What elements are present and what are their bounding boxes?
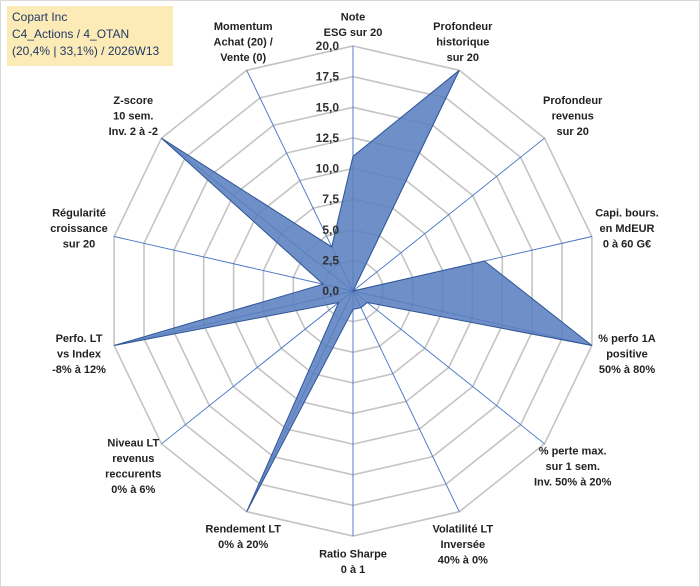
tick-labels: 0,0 2,5 5,0 7,5 10,0 12,5 15,0 17,5 20,0 [316,39,340,298]
tick-label: 12,5 [316,131,340,145]
axis-label: sur 20 [63,239,95,251]
tick-label: 7,5 [322,192,339,206]
axis-label: revenus [112,453,154,465]
axis-line [161,290,354,445]
chart-title-box: Copart Inc C4_Actions / 4_OTAN (20,4% | … [7,6,173,66]
company-name: Copart Inc [12,10,68,24]
axis-label: Volatilité LT [432,523,493,535]
axis-label: revenus [552,111,594,123]
axis-label: sur 20 [447,52,479,64]
axis-label: ESG sur 20 [324,27,383,39]
series-area [113,69,593,512]
axis-label: -8% à 12% [52,364,106,376]
axis-label: positive [606,348,648,360]
axis-line [113,236,354,292]
portfolio-path: C4_Actions / 4_OTAN [12,27,130,41]
axis-label: historique [436,37,489,49]
axis-label: 50% à 80% [599,364,655,376]
axis-label: Inv. 2 à -2 [109,126,158,138]
axis-label: Momentum [214,21,273,33]
axis-line [352,290,545,445]
axis-labels: Note ESG sur 20 Profondeur historique sur 20… [50,12,659,577]
axis-label: % perfo 1A [598,333,656,345]
axis-label: sur 20 [556,126,588,138]
axis-label: Note [341,12,365,24]
axis-label: Capi. bours. [595,208,659,220]
tick-label: 20,0 [316,39,340,53]
tick-label: 17,5 [316,70,340,84]
axis-label: Achat (20) / [214,37,273,49]
axis-label: sur 1 sem. [545,461,599,473]
tick-label: 2,5 [322,253,339,267]
axis-label: en MdEUR [600,223,655,235]
axis-label: 0 à 60 G€ [603,239,651,251]
axis-label: vs Index [57,348,102,360]
axis-label: Vente (0) [220,52,266,64]
axis-label: Inversée [440,539,485,551]
axis-label: reccurents [105,469,161,481]
tick-label: 5,0 [322,223,339,237]
tick-label: 10,0 [316,162,340,176]
axis-label: Profondeur [433,21,493,33]
axis-line [352,137,545,292]
axis-label: % perte max. [539,446,607,458]
axis-label: Perfo. LT [56,333,103,345]
axis-label: croissance [50,223,107,235]
axis-label: Régularité [52,208,106,220]
axis-label: Ratio Sharpe [319,549,387,561]
axis-label: Niveau LT [107,438,159,450]
axis-label: Profondeur [543,95,603,107]
axis-label: Z-score [113,95,153,107]
axis-label: Rendement LT [205,523,281,535]
score-period: (20,4% | 33,1%) / 2026W13 [12,44,160,58]
axis-label: 0 à 1 [341,564,365,576]
series [113,69,593,512]
axis-line [352,290,460,512]
axis-label: 0% à 6% [111,484,155,496]
tick-label: 0,0 [322,284,339,298]
axis-label: 40% à 0% [438,554,488,566]
axis-label: 10 sem. [113,111,153,123]
tick-label: 15,0 [316,100,340,114]
axis-label: 0% à 20% [218,539,268,551]
axis-label: Inv. 50% à 20% [534,477,612,489]
